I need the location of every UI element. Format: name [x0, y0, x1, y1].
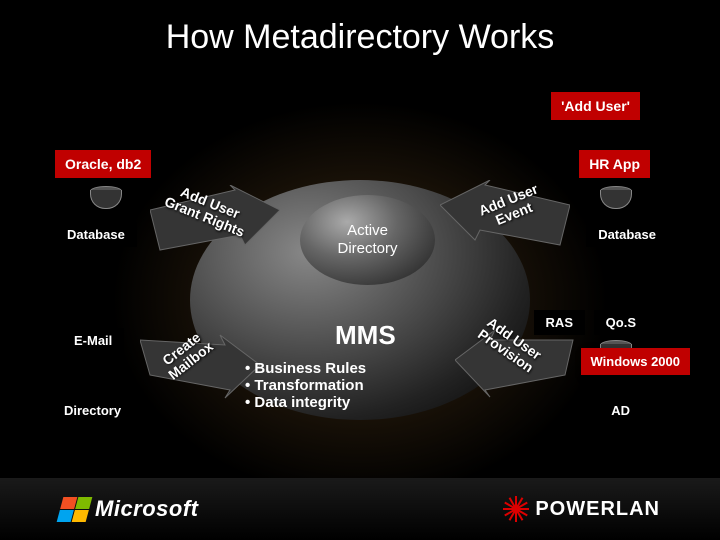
ad-box: AD [599, 398, 642, 423]
oracle-box: Oracle, db2 [55, 150, 151, 178]
database-icon [90, 186, 120, 208]
database-right: Database [586, 222, 668, 247]
database-left: Database [55, 222, 137, 247]
database-icon [600, 186, 630, 208]
bullet-transformation: Transformation [245, 377, 366, 394]
ad-label-line1: Active [337, 222, 397, 240]
footer-bar: Microsoft POWERLAN [0, 478, 720, 540]
microsoft-logo: Microsoft [60, 496, 199, 522]
mms-bullets: Business Rules Transformation Data integ… [245, 360, 366, 411]
slide-title: How Metadirectory Works [0, 18, 720, 57]
ras-box: RAS [534, 310, 585, 335]
mms-label: MMS [335, 320, 396, 351]
active-directory-ellipse: Active Directory [300, 195, 435, 285]
email-box: E-Mail [62, 328, 124, 353]
windows2000-box: Windows 2000 [581, 348, 690, 375]
add-user-label: 'Add User' [551, 92, 640, 120]
powerlan-text: POWERLAN [535, 498, 660, 521]
bullet-business-rules: Business Rules [245, 360, 366, 377]
bullet-data-integrity: Data integrity [245, 394, 366, 411]
powerlan-burst-icon [503, 496, 529, 522]
microsoft-text: Microsoft [95, 496, 199, 522]
hrapp-box: HR App [579, 150, 650, 178]
directory-box: Directory [52, 398, 133, 423]
powerlan-logo: POWERLAN [503, 496, 660, 522]
microsoft-flag-icon [57, 497, 93, 522]
ad-label-line2: Directory [337, 240, 397, 258]
qos-box: Qo.S [594, 310, 648, 335]
